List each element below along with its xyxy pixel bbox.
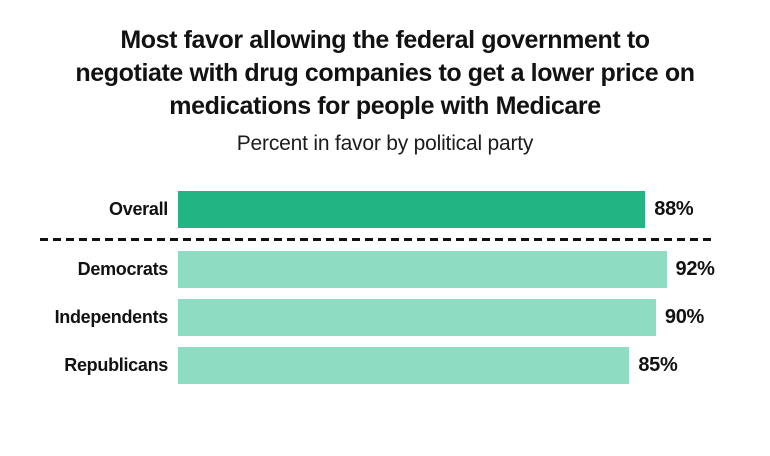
chart-title-line-1: Most favor allowing the federal governme… [120,26,650,54]
bar-independents [178,299,656,336]
bar-row-overall: Overall 88% [0,191,770,228]
chart-title-line-2: negotiate with drug companies to get a l… [75,59,695,87]
dashed-divider-line [40,238,712,241]
bar-chart: Most favor allowing the federal governme… [0,24,770,384]
bar-row-independents: Independents 90% [0,299,770,336]
bar-democrats [178,251,667,288]
bar-row-republicans: Republicans 85% [0,347,770,384]
plot-area: Overall 88% Democrats 92% Independents 9… [0,191,770,384]
bar-overall [178,191,646,228]
value-label-overall: 88% [654,198,694,220]
bar-row-democrats: Democrats 92% [0,251,770,288]
value-label-democrats: 92% [675,258,715,280]
bar-republicans [178,347,630,384]
chart-title-line-3: medications for people with Medicare [169,92,601,120]
value-label-independents: 90% [664,306,705,328]
value-label-republicans: 85% [638,354,678,376]
category-label-independents: Independents [54,307,169,327]
category-label-republicans: Republicans [64,355,168,375]
chart-subtitle: Percent in favor by political party [236,132,534,155]
chart-title: Most favor allowing the federal governme… [0,24,770,123]
category-label-democrats: Democrats [77,259,169,279]
category-label-overall: Overall [109,199,168,219]
